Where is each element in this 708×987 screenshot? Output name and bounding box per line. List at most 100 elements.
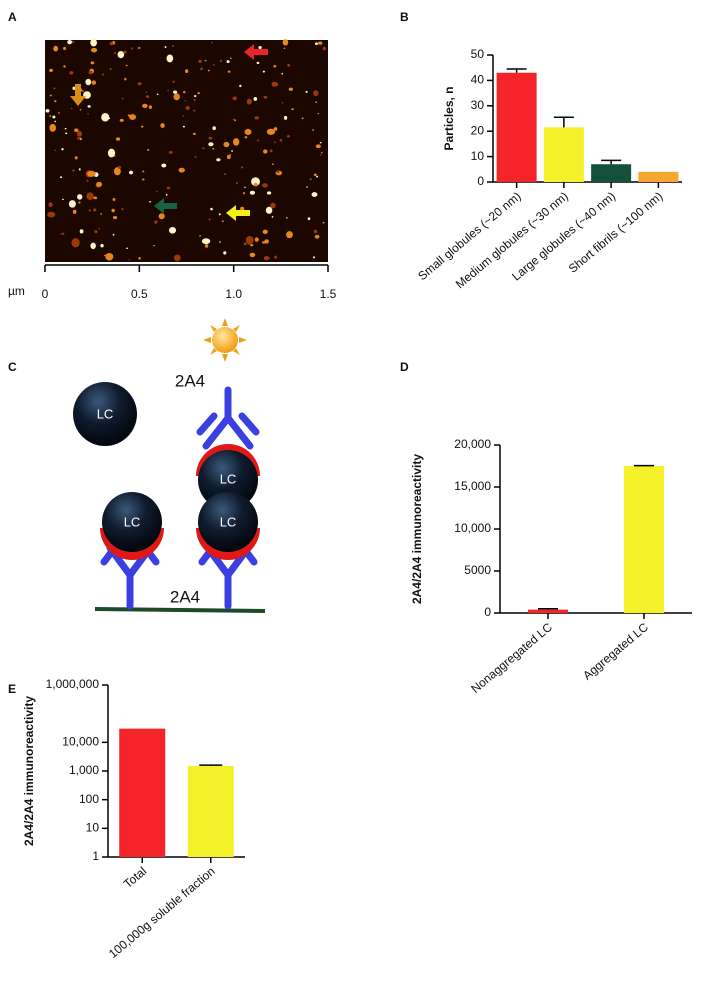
afm-particle <box>166 54 174 63</box>
afm-particle <box>142 170 145 173</box>
afm-particle <box>184 69 189 74</box>
afm-particle <box>200 67 203 71</box>
afm-particle <box>85 78 92 86</box>
afm-particle <box>242 192 245 195</box>
afm-particle <box>137 47 141 49</box>
afm-particle <box>137 82 142 86</box>
afm-particle <box>149 200 152 203</box>
afm-particle <box>82 90 84 92</box>
lc-ball <box>73 382 137 446</box>
afm-particle <box>71 40 75 44</box>
afm-particle <box>156 93 159 96</box>
afm-particle <box>168 227 177 234</box>
afm-particle <box>108 117 111 120</box>
bar <box>543 127 584 182</box>
afm-particle <box>168 150 173 154</box>
afm-particle <box>264 239 269 244</box>
afm-particle <box>274 255 278 259</box>
x-tick-label: 0.5 <box>131 287 148 301</box>
afm-particle <box>165 193 168 196</box>
afm-particle <box>129 114 137 120</box>
afm-particle <box>266 128 276 135</box>
afm-particle <box>173 93 180 101</box>
afm-particle <box>154 220 158 224</box>
afm-particle <box>109 41 114 46</box>
afm-particle <box>164 45 167 49</box>
afm-image <box>45 40 328 262</box>
afm-particle <box>199 235 201 237</box>
afm-particle <box>286 134 290 138</box>
afm-particle <box>117 51 125 59</box>
afm-particle <box>319 141 322 144</box>
afm-particle <box>145 91 148 93</box>
afm-particle <box>123 50 127 54</box>
afm-particle <box>100 243 104 248</box>
afm-particle <box>320 151 323 154</box>
afm-particle <box>262 70 265 73</box>
afm-particle <box>117 165 122 169</box>
afm-particle <box>279 138 283 142</box>
afm-particle <box>232 118 235 121</box>
afm-particle <box>127 114 131 117</box>
afm-particle <box>87 113 89 115</box>
afm-particle <box>207 69 210 72</box>
afm-particle <box>244 136 248 139</box>
y-tick-label: 50 <box>471 47 485 61</box>
afm-particle <box>71 238 80 248</box>
afm-particle <box>263 95 268 99</box>
afm-particle <box>306 186 308 188</box>
afm-particle <box>60 233 63 235</box>
afm-particle <box>208 136 213 140</box>
afm-particle <box>272 163 274 166</box>
afm-particle <box>173 254 181 262</box>
afm-particle <box>90 242 96 250</box>
afm-particle <box>212 147 215 150</box>
afm-particle <box>204 59 207 62</box>
afm-particle <box>115 137 121 141</box>
afm-particle <box>72 86 76 90</box>
afm-particle <box>316 175 319 178</box>
afm-particle <box>64 127 67 130</box>
afm-particle <box>312 129 315 131</box>
afm-particle <box>128 170 134 175</box>
afm-particle <box>53 87 56 90</box>
afm-particle <box>48 202 53 208</box>
afm-particle <box>90 47 98 53</box>
afm-particle <box>178 167 185 173</box>
y-tick-label: 1,000 <box>69 763 99 777</box>
afm-particle <box>158 213 165 220</box>
afm-particle <box>63 46 67 50</box>
bar <box>187 765 234 857</box>
afm-particle <box>198 59 202 64</box>
arrow <box>70 84 86 106</box>
afm-particles <box>45 38 326 262</box>
surface <box>94 607 266 613</box>
afm-particle <box>211 42 213 44</box>
afm-particle <box>286 217 288 219</box>
y-tick-label: 30 <box>471 98 485 112</box>
afm-particle <box>63 65 66 68</box>
error-bar <box>538 608 558 610</box>
afm-particle <box>76 130 83 137</box>
afm-particle <box>218 213 221 216</box>
afm-particle <box>313 256 316 259</box>
afm-particle <box>229 57 232 59</box>
afm-particle <box>244 128 252 136</box>
afm-particle <box>47 211 56 218</box>
afm-particle <box>93 208 97 212</box>
afm-particle <box>305 90 308 93</box>
afm-particle <box>287 63 290 67</box>
afm-particle <box>90 61 95 65</box>
y-tick-label: 0 <box>484 605 491 619</box>
x-tick-label: Nonaggregated LC <box>468 620 555 696</box>
y-tick-label: 100 <box>79 792 99 806</box>
afm-particle <box>266 191 272 195</box>
y-tick-label: 15,000 <box>454 479 491 493</box>
afm-particle <box>256 139 260 142</box>
afm-particle <box>254 237 259 242</box>
error-bar <box>553 116 574 128</box>
afm-particle <box>258 46 262 50</box>
afm-particle <box>78 168 81 171</box>
afm-particle <box>311 192 318 197</box>
